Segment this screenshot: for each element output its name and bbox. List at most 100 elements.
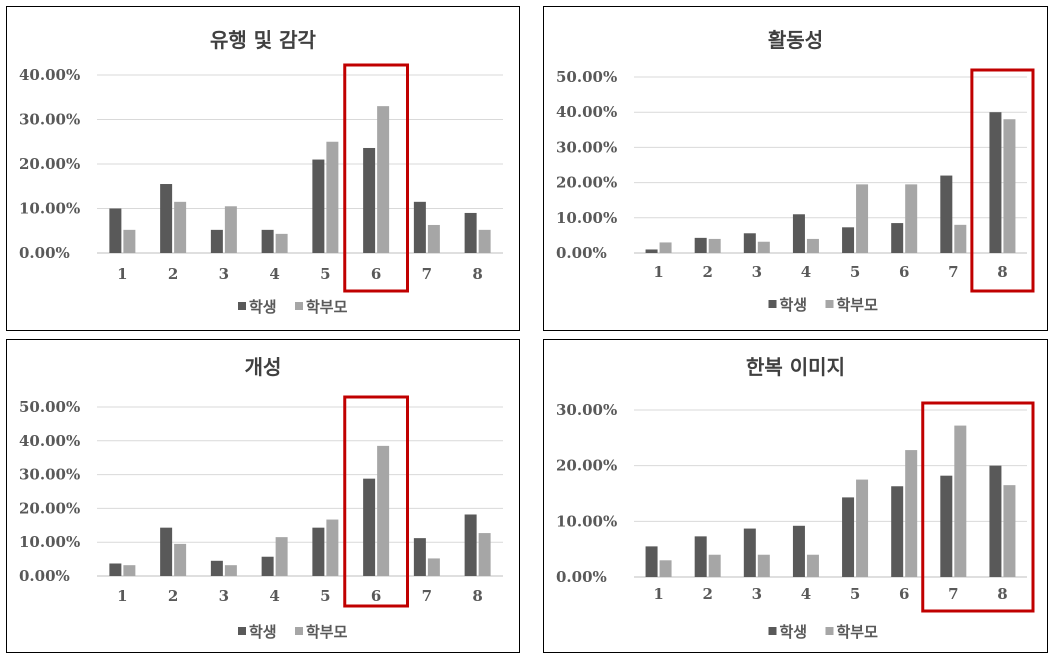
chart-svg: 한복 이미지 0.00% 10.00% 20.00% 30.00% 1 2 3 4 5 6 7 8 학생 학… xyxy=(556,355,1035,641)
bar-parent xyxy=(123,565,136,576)
bar-parent xyxy=(757,241,770,253)
legend-label: 학부모 xyxy=(837,296,879,314)
y-tick-label: 40.00% xyxy=(19,66,80,84)
chart-title: 개성 xyxy=(245,355,282,379)
x-tick-label: 1 xyxy=(117,587,127,605)
x-tick-label: 5 xyxy=(320,587,330,605)
y-tick-label: 0.00% xyxy=(19,567,70,585)
bar-parent xyxy=(326,519,339,576)
x-tick-label: 8 xyxy=(997,263,1007,281)
bar-parent xyxy=(757,554,770,577)
y-tick-label: 30.00% xyxy=(556,138,617,156)
bar-student xyxy=(210,229,223,253)
legend-swatch xyxy=(825,300,834,308)
x-tick-label: 7 xyxy=(948,585,958,603)
y-tick-label: 30.00% xyxy=(19,111,80,129)
x-tick-label: 4 xyxy=(801,585,811,603)
bar-student xyxy=(109,563,122,576)
bar-student xyxy=(989,112,1002,253)
bar-student xyxy=(312,159,325,253)
bar-student xyxy=(160,527,173,576)
bar-student xyxy=(940,475,953,577)
legend-swatch xyxy=(768,300,777,308)
chart-panel-trend: 유행 및 감각 0.00% 10.00% 20.00% 30.00% 40.00% 1 2 3 4… xyxy=(6,6,520,331)
bar-student xyxy=(792,525,805,577)
y-tick-label: 40.00% xyxy=(556,103,617,121)
bar-parent xyxy=(954,224,967,253)
y-tick-label: 40.00% xyxy=(19,432,80,450)
y-tick-label: 20.00% xyxy=(19,499,80,517)
highlight-box xyxy=(921,401,1035,613)
y-tick-label: 50.00% xyxy=(19,398,80,416)
bar-parent xyxy=(708,238,721,253)
chart-title: 활동성 xyxy=(768,28,823,52)
y-tick-label: 0.00% xyxy=(19,244,70,262)
bar-student xyxy=(413,538,426,576)
legend-label: 학생 xyxy=(780,623,808,641)
x-tick-label: 6 xyxy=(899,263,909,281)
y-tick-label: 30.00% xyxy=(556,401,617,419)
bar-parent xyxy=(478,533,491,576)
legend-label: 학생 xyxy=(780,296,808,314)
bar-parent xyxy=(427,558,440,576)
bar-student xyxy=(261,556,274,576)
x-tick-label: 7 xyxy=(948,263,958,281)
bar-student xyxy=(160,184,173,253)
bar-parent xyxy=(659,242,672,253)
bar-parent xyxy=(905,450,918,577)
legend-swatch xyxy=(295,302,303,310)
bar-parent xyxy=(1003,119,1016,254)
x-tick-label: 2 xyxy=(702,263,712,281)
x-tick-label: 1 xyxy=(653,585,663,603)
bar-parent xyxy=(174,201,187,253)
chart-panel-individuality: 개성 0.00% 10.00% 20.00% 30.00% 40.00% 50.00% 1 2 3… xyxy=(6,339,520,653)
legend-swatch xyxy=(238,302,246,310)
x-tick-label: 1 xyxy=(653,263,663,281)
bar-parent xyxy=(377,106,390,254)
y-tick-label: 20.00% xyxy=(19,155,80,173)
bar-student xyxy=(464,212,477,253)
bar-student xyxy=(694,536,707,577)
y-tick-label: 10.00% xyxy=(19,200,80,218)
chart-title: 유행 및 감각 xyxy=(210,28,317,52)
legend-label: 학부모 xyxy=(306,298,348,316)
bar-student xyxy=(743,233,756,253)
x-tick-label: 1 xyxy=(117,265,127,283)
y-tick-label: 30.00% xyxy=(19,466,80,484)
x-tick-label: 4 xyxy=(269,265,279,283)
x-tick-label: 3 xyxy=(752,585,762,603)
y-tick-label: 50.00% xyxy=(556,68,617,86)
legend-swatch xyxy=(238,627,246,635)
x-tick-label: 8 xyxy=(472,265,482,283)
bar-parent xyxy=(659,560,672,577)
chart-svg: 개성 0.00% 10.00% 20.00% 30.00% 40.00% 50.00% 1 2 3… xyxy=(19,355,503,641)
x-tick-label: 4 xyxy=(801,263,811,281)
bar-parent xyxy=(224,565,237,576)
highlight-box xyxy=(343,395,409,608)
bar-parent xyxy=(856,184,869,253)
bar-parent xyxy=(427,224,440,253)
bar-parent xyxy=(806,554,819,577)
bar-parent xyxy=(856,479,869,577)
x-tick-label: 6 xyxy=(899,585,909,603)
legend-label: 학부모 xyxy=(306,623,348,641)
x-tick-label: 6 xyxy=(371,265,381,283)
bar-student xyxy=(694,237,707,253)
bar-parent xyxy=(123,229,136,253)
bar-parent xyxy=(708,554,721,577)
bar-student xyxy=(109,208,122,253)
x-tick-label: 5 xyxy=(850,585,860,603)
bar-student xyxy=(261,229,274,253)
x-tick-label: 4 xyxy=(269,587,279,605)
chart-svg: 유행 및 감각 0.00% 10.00% 20.00% 30.00% 40.00% 1 2 3 4… xyxy=(19,28,503,316)
x-tick-label: 2 xyxy=(168,587,178,605)
bar-parent xyxy=(478,229,491,253)
legend-label: 학부모 xyxy=(837,623,879,641)
bar-parent xyxy=(905,184,918,253)
bar-student xyxy=(464,514,477,576)
bar-student xyxy=(363,478,376,576)
chart-svg: 활동성 0.00% 10.00% 20.00% 30.00% 40.00% 50.00% 1 2… xyxy=(556,28,1035,314)
bar-student xyxy=(363,147,376,253)
bar-parent xyxy=(174,543,187,576)
x-tick-label: 6 xyxy=(371,587,381,605)
